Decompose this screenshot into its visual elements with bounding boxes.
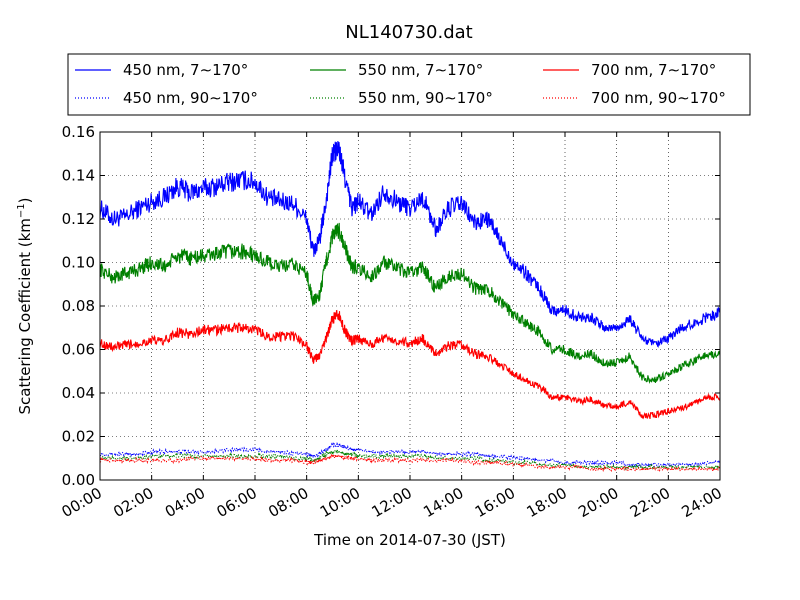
- legend-label: 700 nm, 7∼170°: [591, 61, 716, 79]
- y-tick-label: 0.12: [62, 210, 95, 228]
- series-line: [99, 441, 721, 469]
- legend-label: 450 nm, 7∼170°: [123, 61, 248, 79]
- y-tick-label: 0.00: [62, 471, 95, 489]
- y-axis-label-main: Scattering Coefficient (km: [16, 218, 34, 414]
- x-tick-label: 00:00: [59, 484, 105, 521]
- y-tick-label: 0.10: [62, 254, 95, 272]
- y-tick-label: 0.16: [62, 123, 95, 141]
- legend-label: 700 nm, 90∼170°: [591, 89, 726, 107]
- y-axis-label-close: ): [16, 197, 34, 203]
- legend-label: 550 nm, 7∼170°: [358, 61, 483, 79]
- y-tick-label: 0.08: [62, 297, 95, 315]
- x-tick-label: 10:00: [317, 484, 363, 521]
- x-tick-label: 04:00: [162, 484, 208, 521]
- y-tick-label: 0.14: [62, 167, 95, 185]
- series-line: [99, 140, 721, 348]
- y-tick-label: 0.02: [62, 428, 95, 446]
- x-tick-label: 20:00: [575, 484, 621, 521]
- y-tick-label: 0.04: [62, 384, 95, 402]
- x-tick-label: 22:00: [627, 484, 673, 521]
- grid: [100, 132, 720, 480]
- series-line: [99, 453, 721, 474]
- series-line: [99, 222, 721, 384]
- x-tick-label: 16:00: [472, 484, 518, 521]
- legend-label: 450 nm, 90∼170°: [123, 89, 258, 107]
- series-layer: [99, 140, 721, 474]
- series-line: [99, 309, 721, 420]
- x-tick-label: 14:00: [420, 484, 466, 521]
- legend-label: 550 nm, 90∼170°: [358, 89, 493, 107]
- x-tick-label: 12:00: [369, 484, 415, 521]
- y-axis-label-superscript: −1: [16, 203, 27, 218]
- legend: 450 nm, 7∼170° 450 nm, 90∼170° 550 nm, 7∼1…: [67, 53, 751, 116]
- x-tick-label: 18:00: [524, 484, 570, 521]
- x-axis-label: Time on 2014-07-30 (JST): [313, 531, 506, 549]
- chart-title: NL140730.dat: [345, 22, 472, 43]
- x-tick-label: 08:00: [265, 484, 311, 521]
- ticks: 00:00 02:00 04:00 06:00 08:00 10:00 12:00 14:00…: [59, 123, 725, 521]
- x-tick-label: 02:00: [110, 484, 156, 521]
- y-tick-label: 0.06: [62, 341, 95, 359]
- x-tick-label: 06:00: [214, 484, 260, 521]
- x-tick-label: 24:00: [679, 484, 725, 521]
- y-axis-label: Scattering Coefficient (km−1): [16, 197, 34, 414]
- legend-box: [67, 53, 751, 116]
